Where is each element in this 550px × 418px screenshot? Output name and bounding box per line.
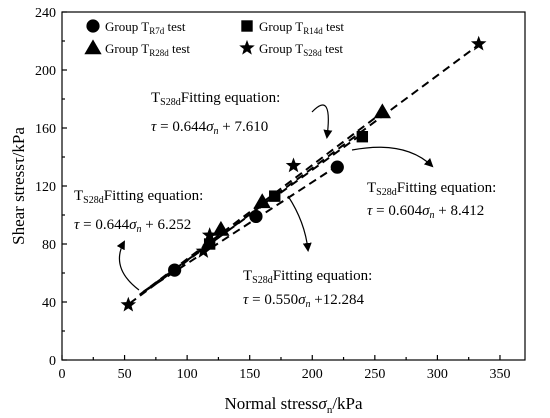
point-circle-0-2: [330, 160, 344, 174]
y-tick-label: 0: [49, 354, 56, 369]
equation-title: TS28dFitting equation:: [367, 180, 496, 198]
annotation-arrow-2: [311, 104, 333, 139]
fitting-equation-1: TS28dFitting equation: τ = 0.644σn + 6.25…: [74, 188, 203, 235]
point-square-1-1: [269, 190, 281, 202]
annotation-arrow-1: [116, 240, 140, 291]
point-star-3-1: [195, 243, 212, 258]
fit-line-1: [128, 43, 481, 305]
point-triangle-2-2: [373, 103, 391, 119]
x-tick-label: 200: [302, 367, 323, 382]
fitting-equation-4: TS28dFitting equation: τ = 0.550σn +12.28…: [243, 268, 372, 310]
equation-formula: τ = 0.550σn +12.284: [243, 292, 364, 310]
x-tick-label: 100: [177, 367, 198, 382]
y-axis-title: Shear stressτ/kPa: [9, 127, 28, 245]
fitting-equation-3: TS28dFitting equation: τ = 0.604σn + 8.41…: [367, 180, 496, 221]
equation-formula: τ = 0.604σn + 8.412: [367, 203, 484, 221]
x-tick-label: 300: [427, 367, 448, 382]
point-star-3-4: [470, 35, 487, 51]
legend-item-square: Group TR14d test: [241, 19, 344, 36]
legend-square-icon: [241, 20, 253, 32]
equation-title: TS28dFitting equation:: [151, 90, 280, 108]
x-tick-label: 150: [239, 367, 260, 382]
point-triangle-2-1: [253, 193, 271, 209]
point-star-3-3: [285, 157, 302, 173]
x-tick-label: 50: [118, 367, 132, 382]
x-tick-label: 0: [59, 367, 66, 382]
y-tick-label: 240: [35, 6, 56, 21]
legend-star-icon: [239, 39, 255, 55]
legend-circle-icon: [86, 19, 100, 33]
legend-label: Group TR7d test: [105, 19, 186, 36]
x-tick-label: 250: [364, 367, 385, 382]
equation-formula: τ = 0.644σn + 7.610: [151, 119, 268, 137]
legend-label: Group TR14d test: [259, 19, 344, 36]
y-tick-label: 40: [42, 296, 56, 311]
equation-title: TS28dFitting equation:: [74, 188, 203, 206]
y-tick-label: 200: [35, 64, 56, 79]
y-tick-label: 80: [42, 238, 56, 253]
x-tick-label: 350: [489, 367, 510, 382]
point-circle-0-1: [249, 209, 263, 224]
point-triangle-2-0: [212, 220, 230, 236]
point-square-1-0: [203, 238, 216, 250]
point-star-3-2: [201, 227, 218, 242]
point-square-1-2: [356, 131, 369, 143]
legend-triangle-icon: [84, 39, 102, 55]
legend-label: Group TS28d test: [259, 41, 343, 58]
point-star-3-0: [120, 296, 137, 312]
point-circle-0-0: [168, 263, 182, 277]
legend-item-circle: Group TR7d test: [86, 19, 186, 36]
x-axis-title: Normal stressσn/kPa: [224, 394, 363, 416]
annotation-arrow-3: [351, 146, 434, 168]
legend-item-star: Group TS28d test: [239, 39, 343, 58]
equation-title: TS28dFitting equation:: [243, 268, 372, 286]
legend-label: Group TR28d test: [105, 41, 190, 58]
annotation-arrow-4: [287, 195, 312, 252]
fitting-equation-2: TS28dFitting equation: τ = 0.644σn + 7.61…: [151, 90, 280, 137]
equation-formula: τ = 0.644σn + 6.252: [74, 217, 191, 235]
legend-item-triangle: Group TR28d test: [84, 39, 190, 58]
y-tick-label: 120: [35, 180, 56, 195]
y-tick-label: 160: [35, 122, 56, 137]
